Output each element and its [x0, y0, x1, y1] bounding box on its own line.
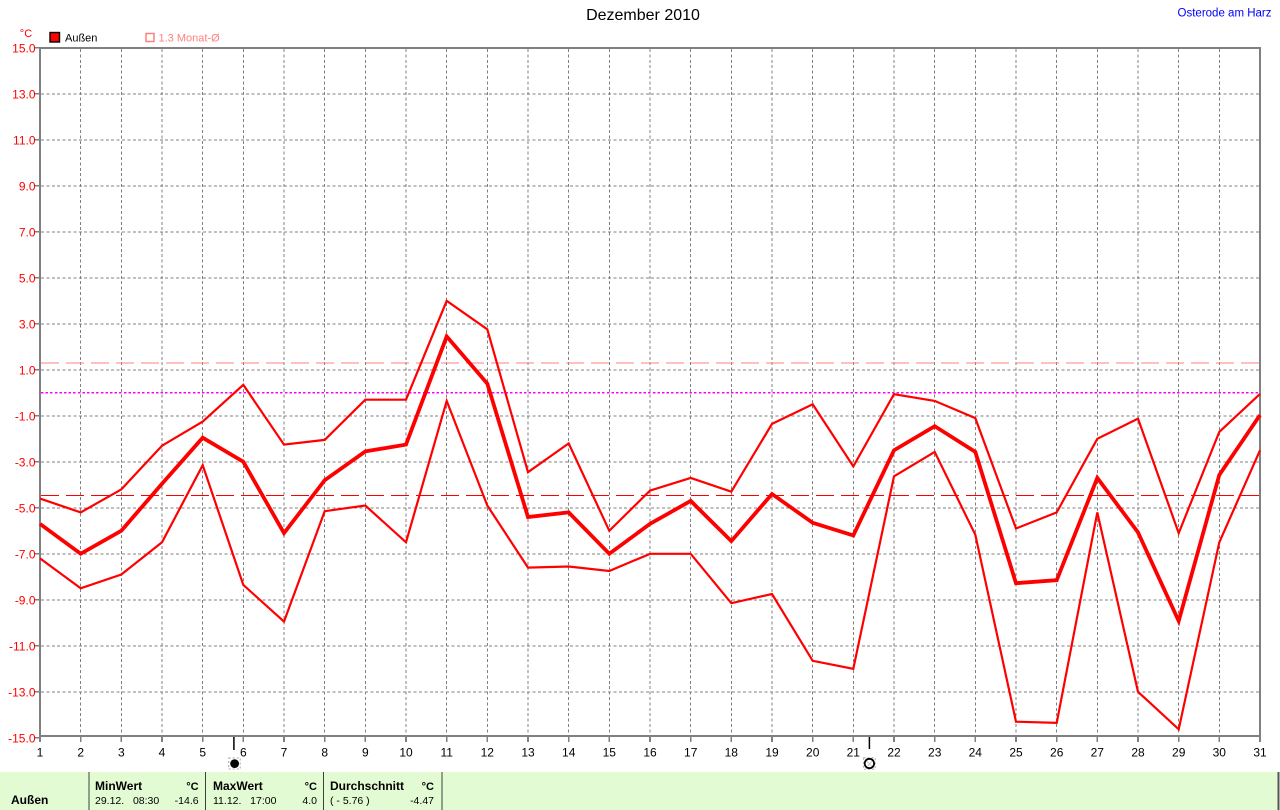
svg-text:22: 22 — [887, 746, 901, 760]
svg-text:Osterode am Harz: Osterode am Harz — [1178, 8, 1272, 20]
svg-text:29.12. 08:30: 29.12. 08:30 — [95, 795, 159, 807]
svg-text:5: 5 — [199, 746, 206, 760]
svg-text:Durchschnitt: Durchschnitt — [330, 779, 404, 793]
svg-text:Außen: Außen — [11, 793, 48, 807]
svg-text:19: 19 — [765, 746, 779, 760]
svg-text:11: 11 — [440, 746, 453, 760]
svg-text:-14.6: -14.6 — [175, 795, 199, 807]
svg-text:-5.0: -5.0 — [15, 502, 36, 516]
svg-text:3: 3 — [118, 746, 125, 760]
svg-text:-13.0: -13.0 — [8, 686, 36, 700]
svg-text:Außen: Außen — [65, 33, 97, 45]
svg-text:MaxWert: MaxWert — [213, 779, 263, 793]
svg-text:23: 23 — [928, 746, 942, 760]
svg-text:4.0: 4.0 — [302, 795, 317, 807]
svg-text:( - 5.76 ): ( - 5.76 ) — [330, 795, 370, 807]
svg-text:6: 6 — [240, 746, 247, 760]
svg-text:°C: °C — [186, 781, 198, 793]
svg-text:-9.0: -9.0 — [15, 594, 36, 608]
svg-text:-11.0: -11.0 — [9, 640, 36, 654]
svg-text:-4.47: -4.47 — [410, 795, 434, 807]
svg-text:-7.0: -7.0 — [15, 548, 36, 562]
svg-text:30: 30 — [1213, 746, 1227, 760]
svg-text:27: 27 — [1091, 746, 1105, 760]
svg-text:25: 25 — [1009, 746, 1023, 760]
svg-text:9.0: 9.0 — [19, 180, 36, 194]
svg-text:28: 28 — [1131, 746, 1145, 760]
svg-text:11.0: 11.0 — [13, 134, 36, 148]
svg-text:11.12. 17:00: 11.12. 17:00 — [213, 795, 277, 807]
svg-text:7.0: 7.0 — [19, 226, 36, 240]
svg-text:13.0: 13.0 — [12, 88, 36, 102]
svg-text:10: 10 — [399, 746, 413, 760]
svg-text:°C: °C — [305, 781, 317, 793]
svg-text:12: 12 — [481, 746, 495, 760]
svg-text:Dezember 2010: Dezember 2010 — [586, 7, 700, 24]
svg-text:14: 14 — [562, 746, 576, 760]
svg-text:-3.0: -3.0 — [15, 456, 36, 470]
svg-text:8: 8 — [321, 746, 328, 760]
svg-text:-1.0: -1.0 — [15, 410, 36, 424]
svg-text:29: 29 — [1172, 746, 1186, 760]
svg-text:13: 13 — [521, 746, 535, 760]
svg-text:-15.0: -15.0 — [8, 732, 36, 746]
svg-text:4: 4 — [159, 746, 166, 760]
svg-text:3.0: 3.0 — [19, 318, 36, 332]
svg-text:1.0: 1.0 — [19, 364, 36, 378]
svg-text:21: 21 — [847, 746, 861, 760]
svg-text:9: 9 — [362, 746, 369, 760]
svg-text:24: 24 — [969, 746, 983, 760]
svg-text:18: 18 — [725, 746, 739, 760]
svg-text:7: 7 — [281, 746, 288, 760]
svg-text:°C: °C — [20, 28, 32, 40]
svg-text:15: 15 — [603, 746, 617, 760]
svg-text:31: 31 — [1253, 746, 1267, 760]
svg-text:MinWert: MinWert — [95, 779, 142, 793]
svg-text:17: 17 — [684, 746, 698, 760]
svg-text:16: 16 — [643, 746, 657, 760]
svg-text:1: 1 — [37, 746, 44, 760]
svg-text:5.0: 5.0 — [19, 272, 36, 286]
svg-text:1.3 Monat-Ø: 1.3 Monat-Ø — [159, 33, 221, 45]
svg-text:2: 2 — [77, 746, 84, 760]
svg-text:°C: °C — [422, 781, 434, 793]
svg-text:20: 20 — [806, 746, 820, 760]
svg-text:26: 26 — [1050, 746, 1064, 760]
svg-text:15.0: 15.0 — [12, 42, 36, 56]
